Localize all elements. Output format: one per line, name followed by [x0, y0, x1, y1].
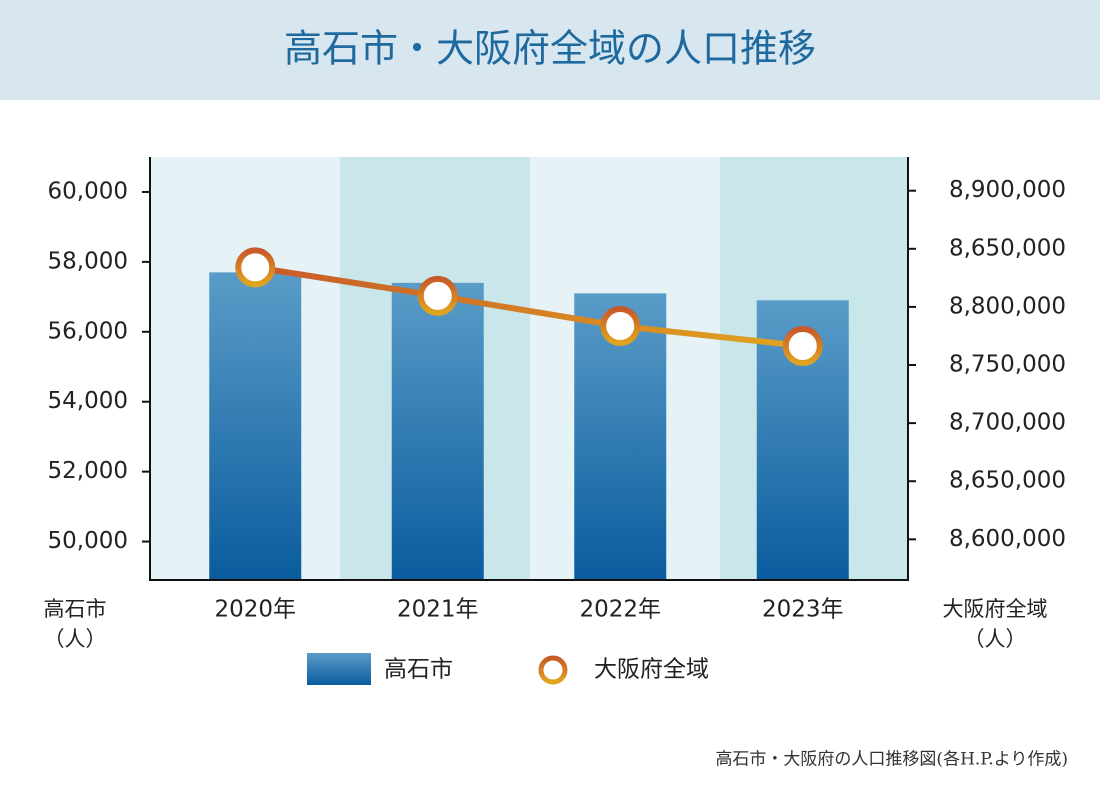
y-axis-label: （人）	[44, 627, 107, 651]
legend-label: 高石市	[384, 657, 453, 683]
chart-title: 高石市・大阪府全域の人口推移	[284, 27, 816, 71]
line-marker	[235, 247, 276, 288]
line-marker	[782, 325, 823, 366]
legend-swatch-bar	[307, 653, 371, 685]
source-note: 高石市・大阪府の人口推移図(各H.P.より作成)	[715, 750, 1068, 770]
x-tick-label: 2021年	[397, 597, 479, 623]
plot	[209, 247, 849, 580]
y-tick-label: 58,000	[48, 248, 128, 274]
y2-axis-label: （人）	[964, 627, 1027, 651]
x-tick-label: 2023年	[762, 597, 844, 623]
y2-tick-label: 8,800,000	[949, 293, 1066, 319]
y2-tick-label: 8,700,000	[949, 410, 1066, 436]
y2-tick-label: 8,600,000	[949, 526, 1066, 552]
header-band	[0, 0, 1100, 100]
x-tick-label: 2022年	[579, 597, 661, 623]
bar	[391, 282, 484, 580]
y2-tick-label: 8,750,000	[949, 352, 1066, 378]
line	[254, 264, 804, 349]
y-tick-label: 50,000	[48, 528, 128, 554]
y-tick-label: 52,000	[48, 458, 128, 484]
y2-tick-label: 8,650,000	[949, 235, 1066, 261]
y2-axis-label: 大阪府全域	[943, 597, 1048, 621]
line-marker	[417, 275, 458, 316]
y2-tick-label: 8,900,000	[949, 177, 1066, 203]
y2-tick-label: 8,650,000	[949, 468, 1066, 494]
y-tick-label: 60,000	[48, 178, 128, 204]
legend-swatch-marker	[538, 655, 568, 685]
y-tick-label: 54,000	[48, 388, 128, 414]
bar	[209, 272, 302, 580]
y-tick-label: 56,000	[48, 318, 128, 344]
y-axis-label: 高石市	[44, 597, 107, 621]
x-tick-label: 2020年	[214, 597, 296, 623]
legend-label: 大阪府全域	[594, 657, 709, 683]
line-marker	[600, 305, 641, 346]
